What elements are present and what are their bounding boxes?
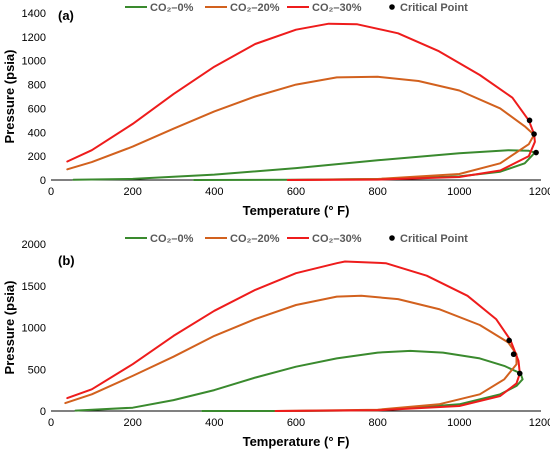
critical-point-marker (531, 131, 537, 137)
legend-label: CO₂–30% (312, 2, 362, 14)
y-axis-label: Pressure (psia) (2, 50, 17, 144)
legend-label: CO₂–20% (230, 2, 280, 14)
legend-label: CO₂–0% (150, 2, 194, 14)
x-tick-label: 1000 (447, 417, 471, 429)
critical-point-marker (516, 370, 523, 377)
x-tick-label: 1000 (447, 186, 471, 198)
y-tick-label: 600 (28, 103, 46, 115)
y-tick-label: 1500 (22, 281, 46, 293)
x-tick-label: 800 (368, 186, 386, 198)
x-axis-label: Temperature (° F) (243, 203, 350, 218)
y-tick-label: 1400 (22, 8, 46, 20)
series-line (64, 294, 518, 412)
x-tick-label: 600 (287, 417, 305, 429)
critical-point-marker (526, 117, 533, 124)
y-tick-label: 400 (28, 127, 46, 139)
y-axis-label: Pressure (psia) (2, 281, 17, 375)
x-tick-label: 0 (48, 417, 54, 429)
critical-point-marker (506, 337, 512, 344)
panel-label: (a) (58, 8, 74, 23)
y-tick-label: 1200 (22, 32, 46, 44)
series-line (66, 22, 536, 181)
x-tick-label: 200 (123, 417, 141, 429)
legend-critical-point-marker (389, 4, 395, 10)
critical-point-marker (510, 351, 517, 358)
x-tick-label: 200 (123, 186, 141, 198)
panel-label: (b) (58, 253, 75, 268)
legend-label: Critical Point (400, 2, 468, 14)
y-tick-label: 0 (40, 175, 46, 187)
y-tick-label: 1000 (22, 56, 46, 68)
y-tick-label: 200 (28, 151, 46, 163)
series-line (66, 75, 536, 181)
x-axis-label: Temperature (° F) (243, 434, 350, 449)
x-tick-label: 400 (205, 186, 223, 198)
x-tick-label: 1200 (529, 186, 550, 198)
x-tick-label: 800 (368, 417, 386, 429)
y-tick-label: 2000 (22, 239, 46, 251)
x-tick-label: 400 (205, 417, 223, 429)
legend-label: CO₂–20% (230, 233, 280, 245)
legend-label: CO₂–0% (150, 233, 194, 245)
legend-label: CO₂–30% (312, 233, 362, 245)
x-tick-label: 0 (48, 186, 54, 198)
x-tick-label: 600 (287, 186, 305, 198)
critical-point-marker (533, 149, 539, 156)
legend-critical-point-marker (389, 235, 395, 241)
x-tick-label: 1200 (529, 417, 550, 429)
y-tick-label: 800 (28, 80, 46, 92)
y-tick-label: 1000 (22, 323, 46, 335)
series-line (74, 349, 524, 412)
y-tick-label: 0 (40, 406, 46, 418)
y-tick-label: 500 (28, 364, 46, 376)
legend-label: Critical Point (400, 233, 468, 245)
series-line (66, 260, 521, 412)
